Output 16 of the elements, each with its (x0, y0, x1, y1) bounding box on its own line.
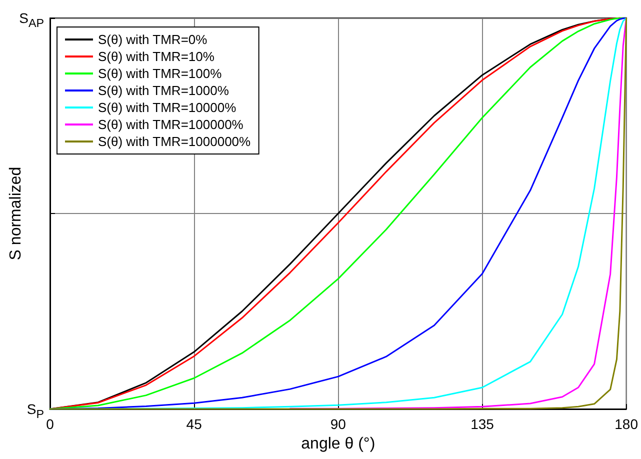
text: S$_{AP}$ (19, 9, 44, 32)
x-tick-label: 180 (614, 416, 638, 432)
legend-label: S(θ) with TMR=1000000% (98, 134, 252, 149)
legend-label: S(θ) with TMR=100000% (98, 117, 244, 132)
x-tick-label: 90 (330, 416, 346, 432)
x-tick-label: 0 (46, 416, 54, 432)
x-axis-title: angle θ (°) (301, 435, 376, 452)
x-tick-label: 135 (470, 416, 494, 432)
legend-label: S(θ) with TMR=100% (98, 66, 222, 81)
x-tick-label: 45 (186, 416, 202, 432)
y-axis-title: S normalized (8, 166, 24, 260)
legend-label: S(θ) with TMR=0% (98, 32, 208, 47)
legend-label: S(θ) with TMR=10% (98, 49, 215, 64)
legend-label: S(θ) with TMR=10000% (98, 100, 237, 115)
text: S$_{P}$ (26, 400, 44, 423)
legend-label: S(θ) with TMR=1000% (98, 83, 230, 98)
